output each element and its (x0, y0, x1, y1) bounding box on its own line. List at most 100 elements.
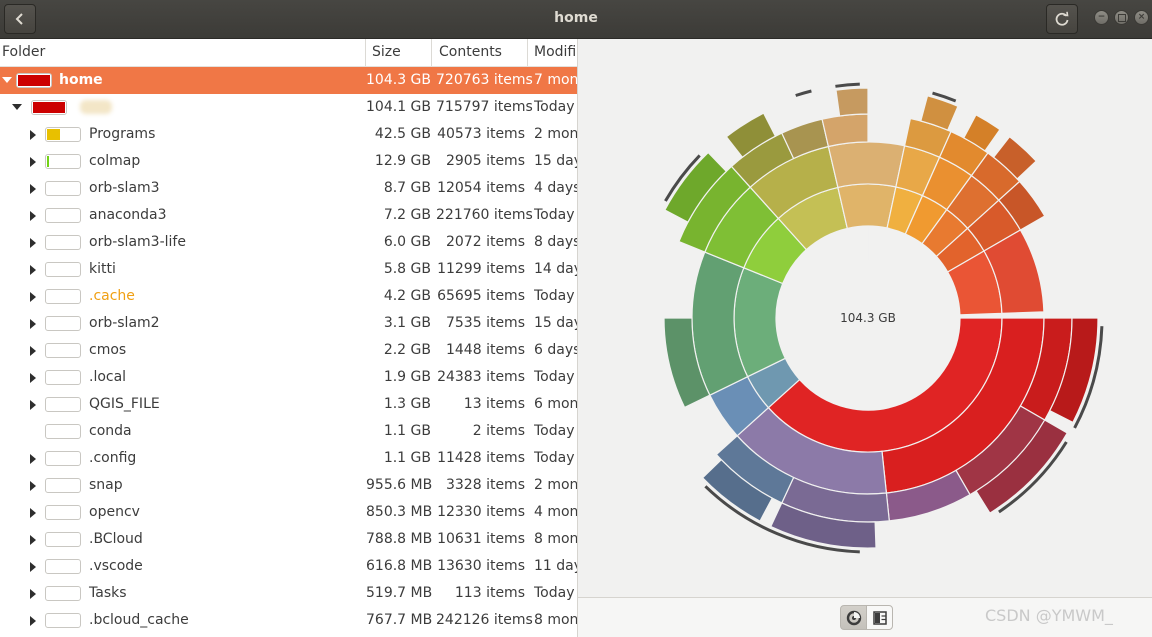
folder-row[interactable]: conda 1.1 GB 2 items Today (0, 418, 577, 445)
column-size[interactable]: Size (366, 39, 432, 66)
expander-closed-icon[interactable] (26, 229, 40, 256)
window-title: home (554, 10, 598, 26)
ring-segment[interactable] (835, 87, 869, 117)
ring-segment[interactable] (733, 267, 787, 378)
folder-row[interactable]: kitti 5.8 GB 11299 items 14 days (0, 256, 577, 283)
refresh-button[interactable] (1046, 4, 1078, 34)
column-header: Folder Size Contents Modified (0, 39, 577, 67)
expander-closed-icon[interactable] (26, 256, 40, 283)
folder-size: 104.3 GB (366, 72, 431, 88)
treemap-icon (872, 610, 887, 625)
expander-closed-icon[interactable] (26, 445, 40, 472)
expander-closed-icon[interactable] (26, 391, 40, 418)
expander-closed-icon[interactable] (26, 364, 40, 391)
expander-closed-icon[interactable] (26, 148, 40, 175)
ring-collapsed-marker (998, 441, 1068, 514)
folder-row[interactable]: snap 955.6 MB 3328 items 2 months (0, 472, 577, 499)
folder-row[interactable]: orb-slam3-life 6.0 GB 2072 items 8 days (0, 229, 577, 256)
expander-closed-icon[interactable] (26, 175, 40, 202)
folder-size: 3.1 GB (383, 315, 431, 331)
usage-bar (45, 262, 81, 277)
column-contents[interactable]: Contents (432, 39, 528, 66)
folder-row[interactable]: QGIS_FILE 1.3 GB 13 items 6 months (0, 391, 577, 418)
folder-size: 2.2 GB (383, 342, 431, 358)
expander-open-icon[interactable] (0, 67, 14, 94)
folder-contents: 2905 items (445, 153, 525, 169)
folder-contents: 11299 items (437, 261, 525, 277)
column-folder[interactable]: Folder (0, 39, 366, 66)
folder-contents: 720763 items (436, 72, 533, 88)
expander-closed-icon[interactable] (26, 499, 40, 526)
folder-row[interactable]: colmap 12.9 GB 2905 items 15 days (0, 148, 577, 175)
ring-segment[interactable] (725, 112, 777, 159)
usage-bar (45, 127, 81, 142)
ring-segment[interactable] (920, 95, 959, 131)
folder-contents: 12054 items (437, 180, 525, 196)
ring-segment[interactable] (1048, 317, 1099, 424)
folder-contents: 3328 items (445, 477, 525, 493)
folder-row[interactable]: .config 1.1 GB 11428 items Today (0, 445, 577, 472)
expander-closed-icon[interactable] (26, 526, 40, 553)
expander-closed-icon[interactable] (26, 202, 40, 229)
ring-chart-view-button[interactable] (840, 605, 867, 630)
expander-closed-icon[interactable] (26, 553, 40, 580)
usage-bar (45, 208, 81, 223)
treemap-view-button[interactable] (866, 605, 893, 630)
folder-size: 12.9 GB (374, 153, 431, 169)
ring-segment[interactable] (770, 502, 877, 549)
ring-segment[interactable] (997, 180, 1046, 231)
maximize-button[interactable] (1114, 10, 1129, 25)
expander-closed-icon[interactable] (26, 472, 40, 499)
ring-segment[interactable] (983, 229, 1045, 314)
expander-closed-icon[interactable] (26, 337, 40, 364)
folder-row[interactable]: Programs 42.5 GB 40573 items 2 months (0, 121, 577, 148)
ring-segment[interactable] (663, 317, 711, 409)
expander-closed-icon[interactable] (26, 310, 40, 337)
folder-row[interactable]: 104.1 GB 715797 items Today (0, 94, 577, 121)
folder-size: 1.9 GB (383, 369, 431, 385)
folder-modified: 2 months (534, 126, 577, 142)
folder-contents: 2072 items (445, 234, 525, 250)
folder-row[interactable]: orb-slam3 8.7 GB 12054 items 4 days (0, 175, 577, 202)
ring-segment[interactable] (837, 183, 897, 230)
ring-segment[interactable] (821, 113, 869, 148)
ring-segment[interactable] (992, 135, 1038, 180)
folder-row[interactable]: anaconda3 7.2 GB 221760 items Today (0, 202, 577, 229)
folder-contents: 1448 items (445, 342, 525, 358)
ring-segment[interactable] (664, 151, 728, 224)
folder-row[interactable]: Tasks 519.7 MB 113 items Today (0, 580, 577, 607)
expander-closed-icon[interactable] (26, 607, 40, 634)
expander-closed-icon[interactable] (26, 283, 40, 310)
usage-bar (45, 370, 81, 385)
column-modified[interactable]: Modified (534, 44, 577, 60)
expander-open-icon[interactable] (10, 94, 24, 121)
folder-modified: 6 days (534, 342, 577, 358)
expander-closed-icon[interactable] (26, 121, 40, 148)
usage-bar (45, 451, 81, 466)
ring-segment[interactable] (962, 114, 1001, 152)
minimize-button[interactable]: − (1094, 10, 1109, 25)
watermark: CSDN @YMWM_ (985, 606, 1113, 625)
back-button[interactable] (4, 4, 36, 34)
folder-row[interactable]: .cache 4.2 GB 65695 items Today (0, 283, 577, 310)
ring-segment[interactable] (975, 419, 1069, 514)
folder-name: .bcloud_cache (89, 612, 189, 628)
expander-closed-icon[interactable] (26, 580, 40, 607)
folder-name: home (59, 72, 103, 88)
folder-row[interactable]: cmos 2.2 GB 1448 items 6 days (0, 337, 577, 364)
ring-chart[interactable]: 104.3 GB (578, 39, 1152, 597)
folder-row[interactable]: .local 1.9 GB 24383 items Today (0, 364, 577, 391)
folder-row[interactable]: orb-slam2 3.1 GB 7535 items 15 days (0, 310, 577, 337)
close-button[interactable]: × (1134, 10, 1149, 25)
ring-segment[interactable] (701, 458, 774, 522)
ring-segment[interactable] (827, 141, 906, 189)
folder-size: 1.1 GB (383, 423, 431, 439)
folder-size: 7.2 GB (383, 207, 431, 223)
usage-bar (45, 235, 81, 250)
folder-name: .cache (89, 288, 135, 304)
